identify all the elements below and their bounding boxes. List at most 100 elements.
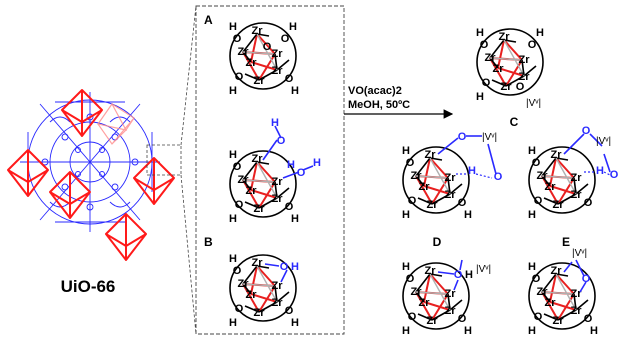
cluster-ab: Zr Zr Zr Zr Zr Zr O O O H H H O H H O H <box>229 117 321 225</box>
panel-label-b: B <box>204 235 213 249</box>
panel-label-c: C <box>510 115 519 129</box>
label-h: H <box>528 145 536 157</box>
label-h: H <box>465 269 473 281</box>
label-zr: Zr <box>545 297 557 309</box>
cluster-f: Zr Zr Zr Zr Zr Zr O O O H H H O H |Vᵛ| <box>402 259 491 337</box>
label-h: H <box>229 149 237 161</box>
label-h: H <box>476 91 484 103</box>
label-h: H <box>229 85 237 97</box>
label-h: H <box>287 159 295 171</box>
vanadyl-bridge <box>437 135 497 175</box>
label-zr: Zr <box>425 265 437 277</box>
label-h: H <box>536 27 544 39</box>
label-zr: Zr <box>254 203 266 215</box>
label-o: O <box>408 195 417 207</box>
label-h: H <box>291 261 299 273</box>
label-zr: Zr <box>445 189 457 201</box>
label-zr: Zr <box>272 48 284 60</box>
label-zr: Zr <box>272 280 284 292</box>
label-o: O <box>454 269 463 281</box>
label-o: O <box>280 261 289 273</box>
label-h: H <box>402 261 410 273</box>
label-h: H <box>528 209 536 221</box>
label-o: O <box>235 199 244 211</box>
label-o: O <box>610 169 619 181</box>
zoom-box <box>195 5 345 335</box>
cluster-d: Zr Zr Zr Zr Zr Zr O O O H H H O H O |Vᵛ| <box>402 131 503 221</box>
vanadium-label: |Vᵛ| <box>482 132 497 143</box>
label-o: O <box>582 125 591 137</box>
label-zr: Zr <box>571 172 583 184</box>
label-zr: Zr <box>519 71 531 83</box>
label-h: H <box>464 209 472 221</box>
label-zr: Zr <box>553 315 565 327</box>
label-zr: Zr <box>246 57 258 69</box>
label-o: O <box>528 39 537 51</box>
label-zr: Zr <box>545 181 557 193</box>
label-o: O <box>534 195 543 207</box>
label-zr: Zr <box>553 199 565 211</box>
octahedron-bottom <box>105 213 147 261</box>
cluster-b: Zr Zr Zr Zr Zr Zr O O O H H H O H <box>229 253 299 329</box>
label-zr: Zr <box>499 31 511 43</box>
label-o: O <box>233 33 242 45</box>
mof-name: UiO-66 <box>61 277 116 296</box>
reaction-reagent: VO(acac)2 <box>348 85 402 97</box>
label-o: O <box>494 171 503 183</box>
label-o: O <box>480 39 489 51</box>
label-zr: Zr <box>551 149 563 161</box>
label-h: H <box>476 27 484 39</box>
vanadium-label: |Vᵛ| <box>572 248 587 259</box>
label-o: O <box>277 135 286 147</box>
label-zr: Zr <box>272 297 284 309</box>
label-zr: Zr <box>427 315 439 327</box>
label-o: O <box>482 77 491 89</box>
label-h: H <box>291 213 299 225</box>
cluster-c: Zr Zr Zr Zr Zr Zr O O O O H H H |Vᵛ| <box>476 27 544 109</box>
label-zr: Zr <box>238 278 250 290</box>
reaction-conditions: MeOH, 50ºC <box>348 99 410 111</box>
label-zr: Zr <box>501 81 513 93</box>
label-zr: Zr <box>551 265 563 277</box>
label-zr: Zr <box>425 149 437 161</box>
octahedron-center <box>49 171 91 219</box>
label-zr: Zr <box>427 199 439 211</box>
label-h: H <box>229 213 237 225</box>
cluster-a: Zr Zr Zr Zr Zr Zr O O O O O H H H H <box>229 21 299 97</box>
cluster-e: Zr Zr Zr Zr Zr Zr O O O H H O H O |Vᵛ| <box>528 125 619 221</box>
label-zr: Zr <box>419 181 431 193</box>
label-o: O <box>408 311 417 323</box>
label-h: H <box>464 325 472 337</box>
label-zr: Zr <box>238 174 250 186</box>
label-zr: Zr <box>537 286 549 298</box>
label-zr: Zr <box>419 297 431 309</box>
label-h: H <box>402 209 410 221</box>
vanadyl-bridge <box>563 259 587 293</box>
vanadyl-bridge <box>563 133 611 173</box>
label-o: O <box>235 71 244 83</box>
label-zr: Zr <box>571 288 583 300</box>
label-zr: Zr <box>252 257 264 269</box>
label-zr: Zr <box>571 189 583 201</box>
label-o: O <box>235 303 244 315</box>
label-zr: Zr <box>272 176 284 188</box>
label-zr: Zr <box>254 75 266 87</box>
label-h: H <box>271 117 279 129</box>
label-zr: Zr <box>272 65 284 77</box>
label-zr: Zr <box>411 286 423 298</box>
label-zr: Zr <box>252 25 264 37</box>
label-o: O <box>285 305 294 317</box>
label-h: H <box>313 157 321 169</box>
panel-label-e: E <box>562 235 570 249</box>
hydrogen-bond <box>584 171 613 177</box>
label-zr: Zr <box>254 307 266 319</box>
label-h: H <box>229 21 237 33</box>
label-zr: Zr <box>445 305 457 317</box>
label-h: H <box>229 253 237 265</box>
label-o: O <box>233 161 242 173</box>
vanadium-label: |Vᵛ| <box>596 136 611 147</box>
zoom-indicator <box>146 5 197 335</box>
label-zr: Zr <box>485 52 497 64</box>
label-zr: Zr <box>246 289 258 301</box>
